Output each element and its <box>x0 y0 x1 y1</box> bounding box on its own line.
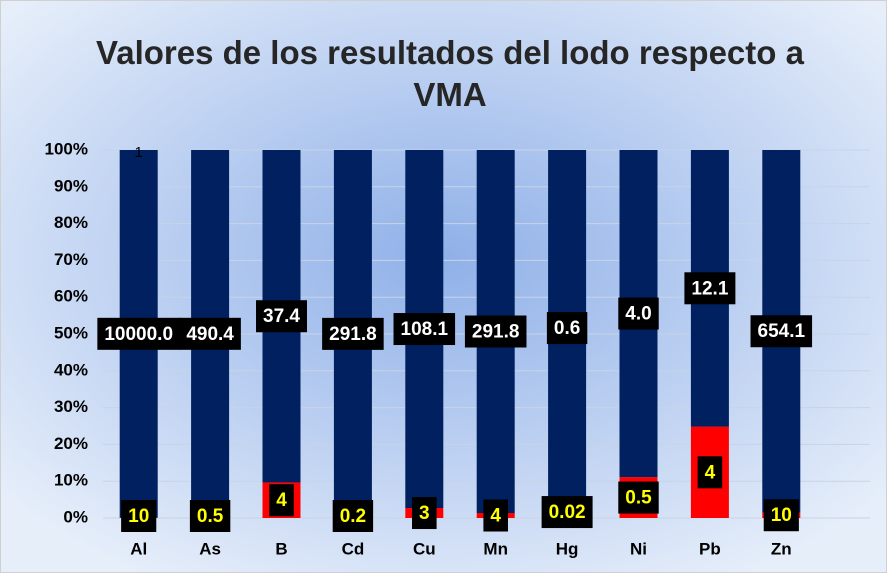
data-label-text: 0.2 <box>340 506 366 527</box>
y-tick-label: 20% <box>54 434 88 453</box>
data-label: 291.8 <box>464 315 527 348</box>
data-label-text: 0.5 <box>625 488 652 509</box>
data-label-text: 4 <box>705 462 716 483</box>
data-label-text: 3 <box>419 503 430 524</box>
data-label: 37.4 <box>256 300 307 333</box>
data-label: 4 <box>697 456 723 489</box>
data-label-box <box>697 456 723 489</box>
data-label-box <box>618 297 659 330</box>
x-tick-label: Pb <box>699 539 721 558</box>
data-label-box <box>121 500 157 532</box>
x-tick-label: Cd <box>342 539 365 558</box>
data-label: 0.5 <box>189 500 231 532</box>
data-label-text: 10 <box>128 506 149 527</box>
data-label-text: 490.4 <box>186 324 234 345</box>
data-label-text: 0.5 <box>197 506 224 527</box>
data-label: 291.8 <box>322 317 384 350</box>
data-label: 10 <box>121 500 157 532</box>
data-label: 0.5 <box>618 481 659 514</box>
y-tick-label: 70% <box>54 250 88 269</box>
y-tick-label: 30% <box>54 397 88 416</box>
data-label-box <box>322 317 384 350</box>
data-label-box <box>750 315 813 348</box>
y-tick-label: 60% <box>54 287 88 306</box>
y-tick-label: 10% <box>54 471 88 490</box>
chart-title: Valores de los resultados del lodo respe… <box>96 34 805 113</box>
data-label-box <box>483 499 508 532</box>
data-label-text: 654.1 <box>758 321 806 342</box>
data-label-text: 12.1 <box>691 278 728 299</box>
data-label: 10000.0 <box>97 317 181 350</box>
data-label: 4 <box>483 499 508 532</box>
data-label-box <box>189 500 231 532</box>
data-label-text: 10000.0 <box>104 324 173 345</box>
x-tick-label: Al <box>130 539 147 558</box>
data-label: 0.6 <box>546 312 588 345</box>
annotation: 1 <box>135 144 143 161</box>
x-tick-label: Hg <box>556 539 579 558</box>
data-label-box <box>546 312 588 345</box>
data-label-text: 4.0 <box>625 304 651 325</box>
data-label-text: 291.8 <box>472 322 520 343</box>
data-label-text: 37.4 <box>263 306 300 327</box>
data-label-box <box>763 499 799 532</box>
y-tick-label: 50% <box>54 323 88 342</box>
data-label-text: 0.02 <box>549 502 586 523</box>
data-label-box <box>269 484 294 517</box>
data-label-box <box>464 315 527 348</box>
y-tick-label: 90% <box>54 176 88 195</box>
data-label-text: 0.6 <box>554 318 580 339</box>
data-label: 654.1 <box>750 315 813 348</box>
y-tick-label: 100% <box>45 139 88 158</box>
data-label-box <box>541 496 593 529</box>
data-label: 12.1 <box>684 272 736 305</box>
data-label: 0.2 <box>332 500 374 532</box>
data-label: 0.02 <box>541 496 593 529</box>
data-label: 4.0 <box>618 297 659 330</box>
data-label: 10 <box>763 499 799 532</box>
x-tick-label: Zn <box>771 539 792 558</box>
x-tick-label: Ni <box>630 539 647 558</box>
x-tick-label: B <box>275 539 287 558</box>
data-label-box <box>256 300 307 333</box>
data-label-box <box>393 313 456 346</box>
data-label-box <box>618 481 659 514</box>
data-label: 3 <box>412 497 437 530</box>
data-label: 4 <box>269 484 294 517</box>
data-label-text: 4 <box>490 506 501 527</box>
x-tick-label: Mn <box>483 539 508 558</box>
y-tick-label: 80% <box>54 213 88 232</box>
data-label-text: 108.1 <box>401 319 449 340</box>
data-label-text: 291.8 <box>329 324 377 345</box>
data-label-box <box>412 497 437 530</box>
y-tick-label: 0% <box>63 507 88 526</box>
data-label: 108.1 <box>393 313 456 346</box>
data-label-text: 10 <box>771 505 792 526</box>
data-label-box <box>97 317 181 350</box>
y-tick-label: 40% <box>54 360 88 379</box>
x-tick-label: As <box>199 539 221 558</box>
data-label-box <box>332 500 374 532</box>
data-label-text: 4 <box>276 490 287 511</box>
data-label-box <box>684 272 736 305</box>
data-label-box <box>179 317 241 350</box>
data-label: 490.4 <box>179 317 241 350</box>
x-tick-label: Cu <box>413 539 436 558</box>
